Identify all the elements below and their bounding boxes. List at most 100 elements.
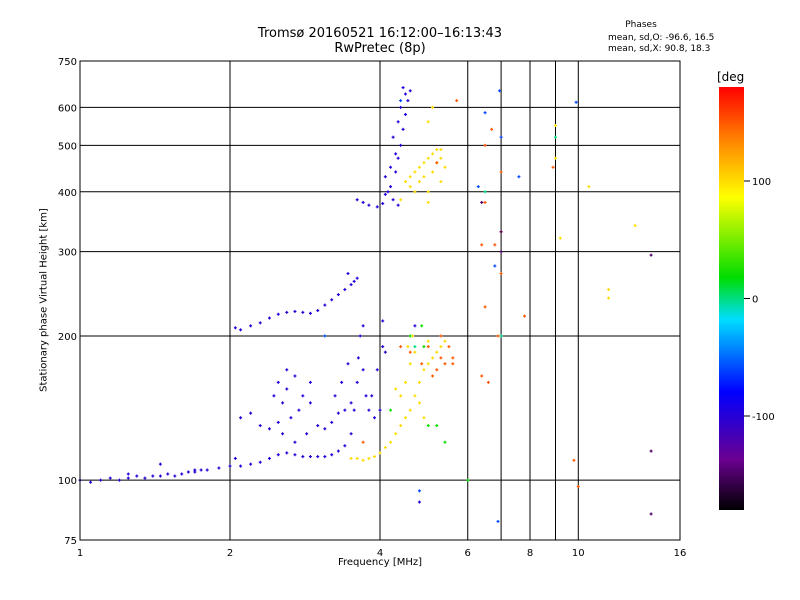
data-point [361,440,365,444]
data-point [399,345,403,349]
data-point [490,127,494,131]
data-point [180,472,184,476]
data-point [422,416,426,420]
data-point [330,298,334,302]
data-point [399,143,403,147]
data-point [403,92,407,96]
data-point [349,401,353,405]
data-point [391,198,395,202]
data-point [158,462,162,466]
data-point [403,180,407,184]
data-point [330,420,334,424]
y-tick-label: 200 [58,332,77,343]
data-point [413,350,417,354]
data-point [239,328,243,332]
data-point [378,408,382,412]
data-point [408,350,412,354]
data-point [355,380,359,384]
data-point [574,100,578,104]
data-point [233,456,237,460]
data-point [455,99,459,103]
data-point [422,161,426,165]
data-point [493,243,497,247]
data-point [323,303,327,307]
data-point [426,190,430,194]
data-point [258,321,262,325]
data-point [399,198,403,202]
data-point [375,368,379,372]
data-point [443,339,447,343]
data-point [383,350,387,354]
data-point [173,474,177,478]
data-point [403,416,407,420]
data-point [346,362,350,366]
data-point [293,309,297,313]
data-point [649,449,653,453]
data-point [352,408,356,412]
data-point [276,380,280,384]
data-point [499,334,503,338]
data-point [383,175,387,179]
data-point [356,356,360,360]
data-point [439,356,443,360]
y-tick-label: 500 [58,141,77,152]
data-point [483,143,487,147]
data-point [373,416,377,420]
x-axis-label: Frequency [MHz] [337,557,423,568]
data-point [413,324,417,328]
data-point [258,424,262,428]
data-point [496,519,500,523]
data-point [323,455,327,459]
colorbar-tick-label: 100 [752,177,771,188]
data-point [399,105,403,109]
data-point [483,111,487,115]
data-point [239,416,243,420]
data-point [276,312,280,316]
x-tick-label: 10 [572,548,585,559]
data-point [370,394,374,398]
data-point [413,345,417,349]
data-point [417,401,421,405]
data-point [649,512,653,516]
data-point [389,440,393,444]
data-point [417,165,421,169]
data-point [466,478,470,482]
data-point [249,411,253,415]
data-point [99,478,103,482]
data-point [186,470,190,474]
data-point [399,99,403,103]
data-point [126,476,130,480]
data-point [364,394,368,398]
data-point [435,148,439,152]
data-point [413,170,417,174]
colorbar-tick-label: -100 [752,412,775,423]
data-point [308,380,312,384]
data-point [323,427,327,431]
data-point [389,165,393,169]
data-point [443,362,447,366]
data-point [249,324,253,328]
data-point [483,200,487,204]
data-point [435,350,439,354]
data-point [217,466,221,470]
data-point [361,200,365,204]
data-point [301,310,305,314]
data-point [426,200,430,204]
data-point [493,264,497,268]
data-point [281,432,285,436]
data-point [426,339,430,343]
data-point [413,190,417,194]
data-point [422,368,426,372]
data-point [361,458,365,462]
data-point [435,161,439,165]
data-point [378,451,382,455]
x-tick-label: 6 [465,548,471,559]
data-point [381,202,385,206]
chart-subtitle: RwPretec (8p) [334,41,426,56]
grid-layer [80,61,680,540]
data-point [233,326,237,330]
data-point [420,324,424,328]
data-point [285,387,289,391]
data-point [401,127,405,131]
